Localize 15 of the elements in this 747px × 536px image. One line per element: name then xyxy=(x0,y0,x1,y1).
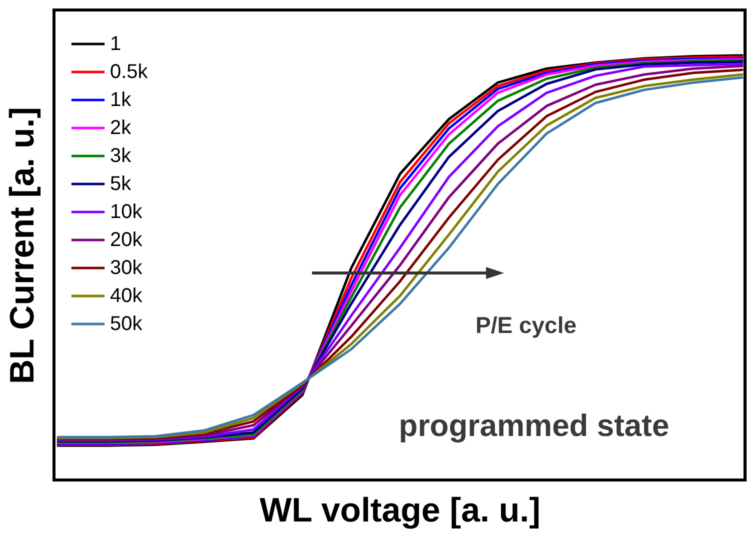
legend-label: 5k xyxy=(110,173,132,195)
annotation: programmed state xyxy=(398,408,670,443)
legend-label: 50k xyxy=(110,313,144,335)
legend-label: 10k xyxy=(110,201,144,223)
x-axis-title: WL voltage [a. u.] xyxy=(260,492,540,530)
legend-label: 1 xyxy=(110,33,122,55)
legend-label: 30k xyxy=(110,257,144,279)
y-axis-title: BL Current [a. u.] xyxy=(4,106,42,384)
legend-label: 0.5k xyxy=(110,61,149,83)
annotation: P/E cycle xyxy=(475,312,577,338)
legend-label: 20k xyxy=(110,229,144,251)
legend-label: 1k xyxy=(110,89,132,111)
legend-label: 40k xyxy=(110,285,144,307)
legend-label: 3k xyxy=(110,145,132,167)
legend-label: 2k xyxy=(110,117,132,139)
